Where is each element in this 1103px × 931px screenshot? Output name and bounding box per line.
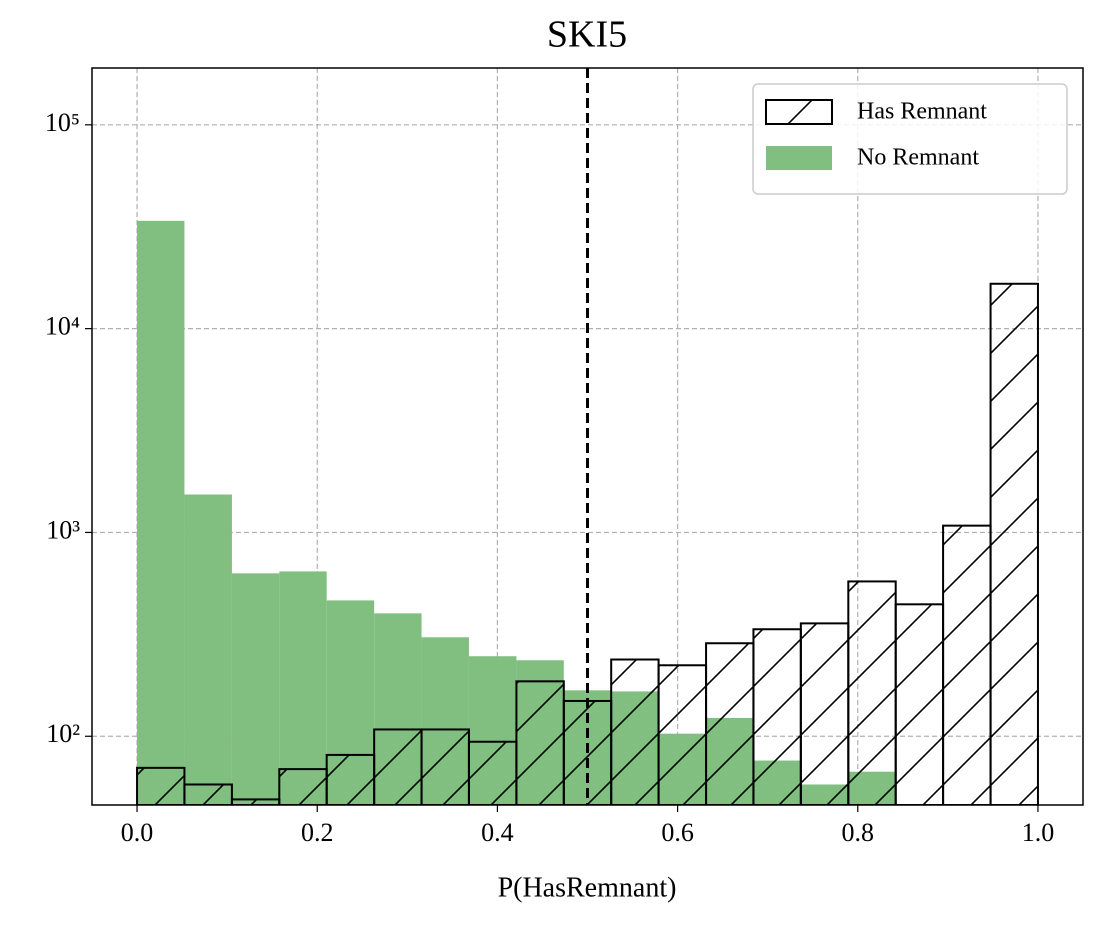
histogram-bar <box>136 766 186 805</box>
axes-frame <box>91 67 1084 806</box>
histogram-bar <box>847 580 897 805</box>
histogram-bar <box>184 494 232 805</box>
histogram-bar <box>942 524 992 805</box>
histogram-bar <box>799 622 850 805</box>
histogram-bar <box>325 753 376 805</box>
x-tick-label: 0.4 <box>481 818 514 847</box>
legend-label: No Remnant <box>857 145 979 171</box>
histogram-bar <box>610 658 660 805</box>
legend-swatch <box>766 146 832 170</box>
histogram-bar <box>231 573 280 805</box>
histogram-bar <box>515 680 565 805</box>
plot-area <box>136 220 1039 805</box>
histogram-bar <box>183 783 233 805</box>
y-tick-label: 10⁴ <box>45 312 80 341</box>
y-tick-label: 10³ <box>46 515 80 544</box>
histogram-bar <box>467 740 518 805</box>
x-tick-label: 0.6 <box>661 818 694 847</box>
chart-title: SKI5 <box>547 14 627 56</box>
histogram-bar <box>230 798 281 805</box>
histogram-bar <box>894 603 945 805</box>
histogram-bar <box>420 728 470 805</box>
legend-swatch <box>765 99 833 125</box>
x-axis-label: P(HasRemnant) <box>498 872 677 903</box>
histogram-bar <box>705 642 755 805</box>
histogram-bar <box>279 571 327 805</box>
legend-label: Has Remnant <box>857 99 987 125</box>
histogram-bar <box>137 220 185 805</box>
x-tick-label: 0.0 <box>121 818 154 847</box>
histogram-bar <box>752 628 802 805</box>
x-tick-label: 0.2 <box>301 818 334 847</box>
x-tick-label: 1.0 <box>1022 818 1055 847</box>
histogram-bar <box>373 728 423 805</box>
histogram-bar <box>989 282 1039 805</box>
histogram-bar <box>278 768 328 805</box>
y-tick-label: 10² <box>46 719 80 748</box>
histogram-bar <box>657 664 708 805</box>
y-tick-label: 10⁵ <box>45 108 80 137</box>
x-tick-label: 0.8 <box>842 818 875 847</box>
